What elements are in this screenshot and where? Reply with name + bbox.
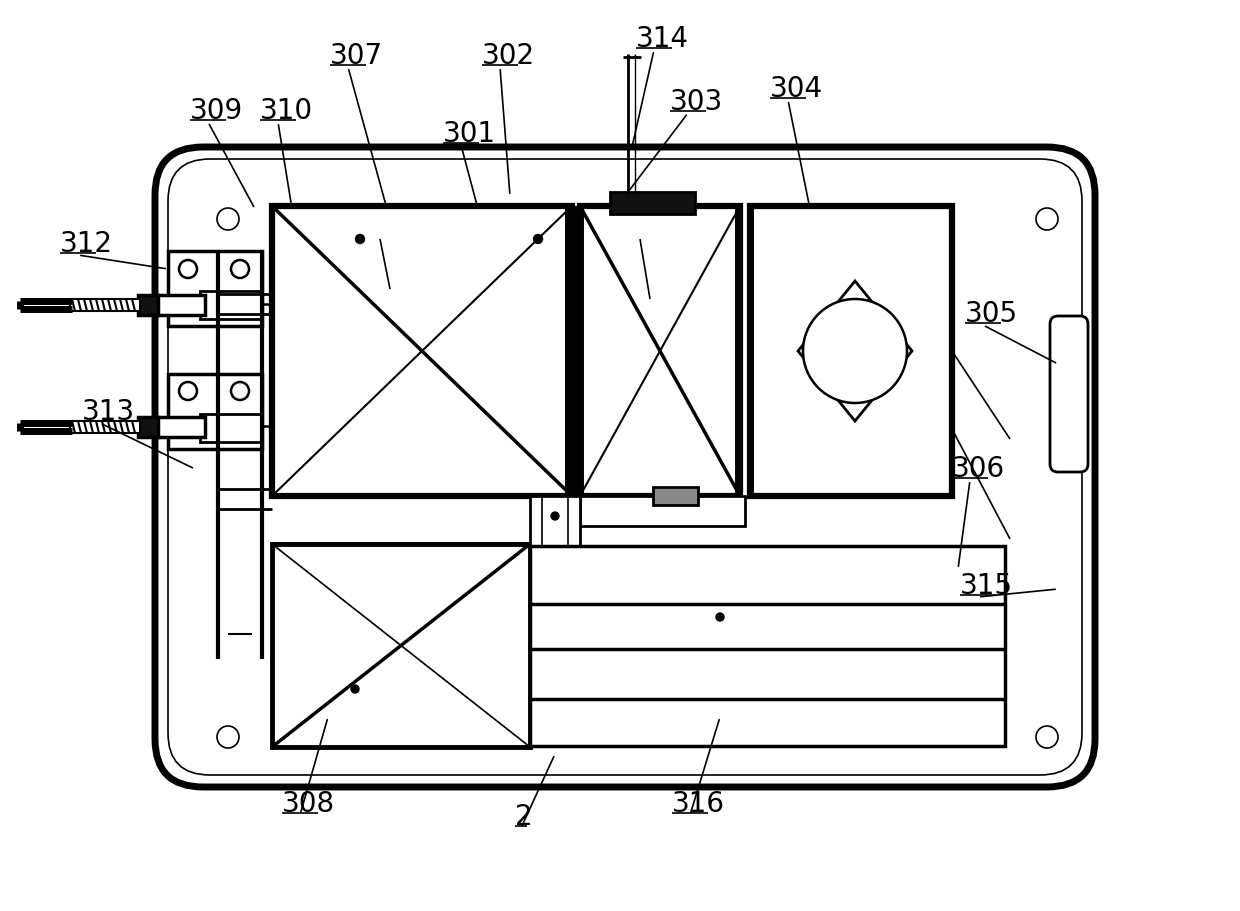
Text: 309: 309 [190,97,243,125]
FancyBboxPatch shape [1050,317,1087,473]
Bar [529,547,1004,746]
Text: 301: 301 [443,120,496,148]
Bar [580,496,745,527]
Bar [69,300,140,312]
Circle shape [179,383,197,401]
Bar [750,207,952,496]
Text: 302: 302 [482,42,536,70]
Text: 307: 307 [330,42,383,70]
Bar [155,417,205,437]
Text: 308: 308 [281,789,335,817]
Text: 315: 315 [960,571,1013,599]
Bar [138,417,157,437]
Circle shape [217,726,239,748]
Bar [610,193,694,215]
Polygon shape [799,281,911,422]
Bar [155,296,205,315]
Bar [568,207,580,496]
Bar [200,292,262,320]
Text: 310: 310 [260,97,314,125]
Text: 304: 304 [770,75,823,103]
Circle shape [231,261,249,279]
Bar [167,251,262,327]
Text: 303: 303 [670,87,723,116]
Bar [529,496,580,547]
Circle shape [715,613,724,621]
Circle shape [351,685,360,693]
Circle shape [217,209,239,230]
Bar [653,487,698,506]
Bar [272,207,572,496]
Bar [69,422,140,434]
Text: 316: 316 [672,789,725,817]
Bar [167,374,262,449]
Circle shape [551,512,559,520]
Text: 2: 2 [515,802,533,830]
Bar [138,296,157,315]
Text: 313: 313 [82,397,135,425]
Text: 314: 314 [636,25,689,53]
Circle shape [179,261,197,279]
Bar [272,545,529,747]
Circle shape [1035,726,1058,748]
Text: 312: 312 [60,230,113,258]
Bar [200,415,262,443]
Bar [580,207,740,496]
Circle shape [804,300,906,404]
Circle shape [231,383,249,401]
Text: 306: 306 [952,455,1006,483]
Circle shape [533,235,543,244]
Circle shape [356,235,365,244]
Circle shape [1035,209,1058,230]
Text: 305: 305 [965,300,1018,328]
FancyBboxPatch shape [155,148,1095,787]
